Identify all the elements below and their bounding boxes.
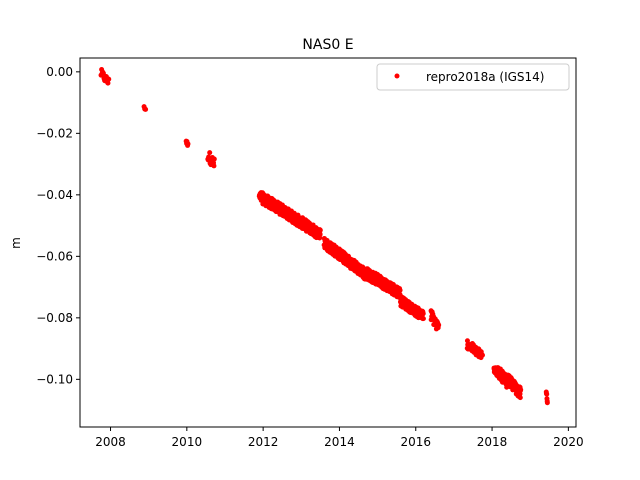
data-point [517, 395, 523, 401]
legend-frame [376, 63, 570, 91]
data-point [420, 311, 426, 317]
legend: repro2018a (IGS14) [376, 63, 570, 91]
data-points [98, 67, 550, 406]
x-tick-label: 2008 [95, 435, 126, 449]
data-point [317, 227, 323, 233]
data-point [317, 231, 323, 237]
axes-frame [79, 57, 577, 428]
data-point [436, 322, 442, 328]
y-tick-label: 0.00 [46, 65, 73, 79]
data-point [105, 80, 111, 86]
x-axis: 2008 2010 2012 2014 2016 2018 2020 [95, 427, 584, 449]
data-point [106, 76, 112, 82]
data-point [397, 287, 403, 293]
legend-marker [394, 73, 400, 79]
x-tick-label: 2020 [553, 435, 584, 449]
data-point [211, 156, 217, 162]
y-axis-label: m [9, 237, 23, 249]
data-point [207, 150, 213, 156]
plot-area [79, 57, 577, 428]
data-point [518, 387, 524, 393]
y-tick-label: −0.10 [36, 372, 73, 386]
x-tick-label: 2014 [324, 435, 355, 449]
data-point [544, 391, 550, 397]
data-point [544, 400, 550, 406]
legend-entry-label: repro2018a (IGS14) [426, 70, 544, 84]
data-point [211, 163, 217, 169]
y-axis: 0.00 −0.02 −0.04 −0.06 −0.08 −0.10 [36, 65, 80, 386]
y-tick-label: −0.08 [36, 311, 73, 325]
data-point [464, 338, 470, 344]
x-tick-label: 2012 [248, 435, 279, 449]
x-tick-label: 2018 [477, 435, 508, 449]
data-point [143, 106, 149, 112]
y-tick-label: −0.02 [36, 126, 73, 140]
data-point [185, 141, 191, 147]
data-point [479, 352, 485, 358]
y-tick-label: −0.06 [36, 249, 73, 263]
x-tick-label: 2010 [172, 435, 203, 449]
chart-title: NAS0 E [302, 37, 353, 53]
y-tick-label: −0.04 [36, 188, 73, 202]
data-point [420, 316, 426, 322]
x-tick-label: 2016 [400, 435, 431, 449]
